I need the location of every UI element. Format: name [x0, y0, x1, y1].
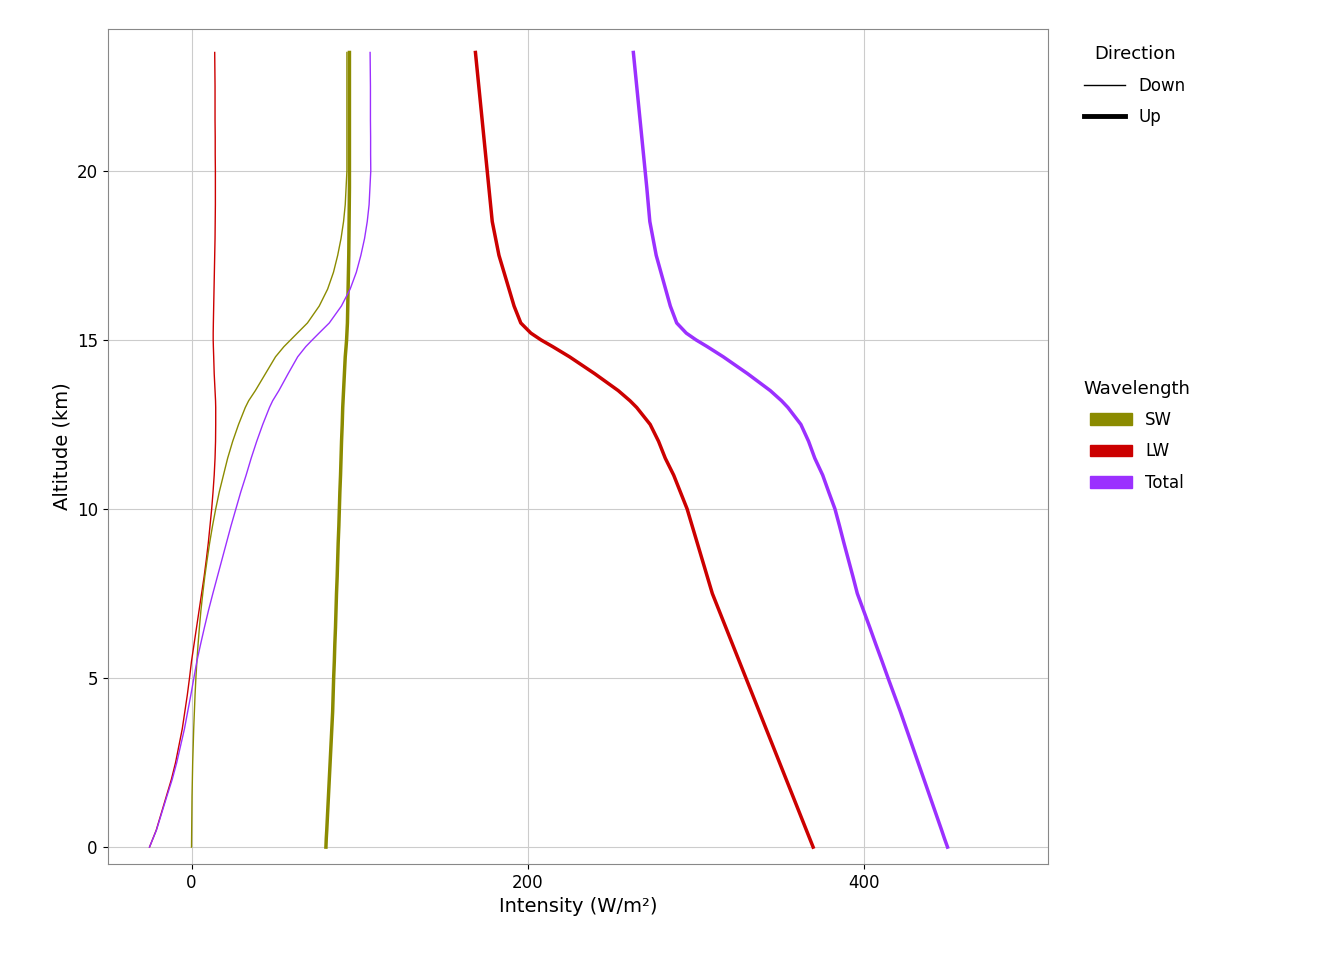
Legend: SW, LW, Total: SW, LW, Total	[1075, 372, 1199, 500]
Y-axis label: Altitude (km): Altitude (km)	[52, 382, 71, 511]
X-axis label: Intensity (W/m²): Intensity (W/m²)	[499, 898, 657, 916]
